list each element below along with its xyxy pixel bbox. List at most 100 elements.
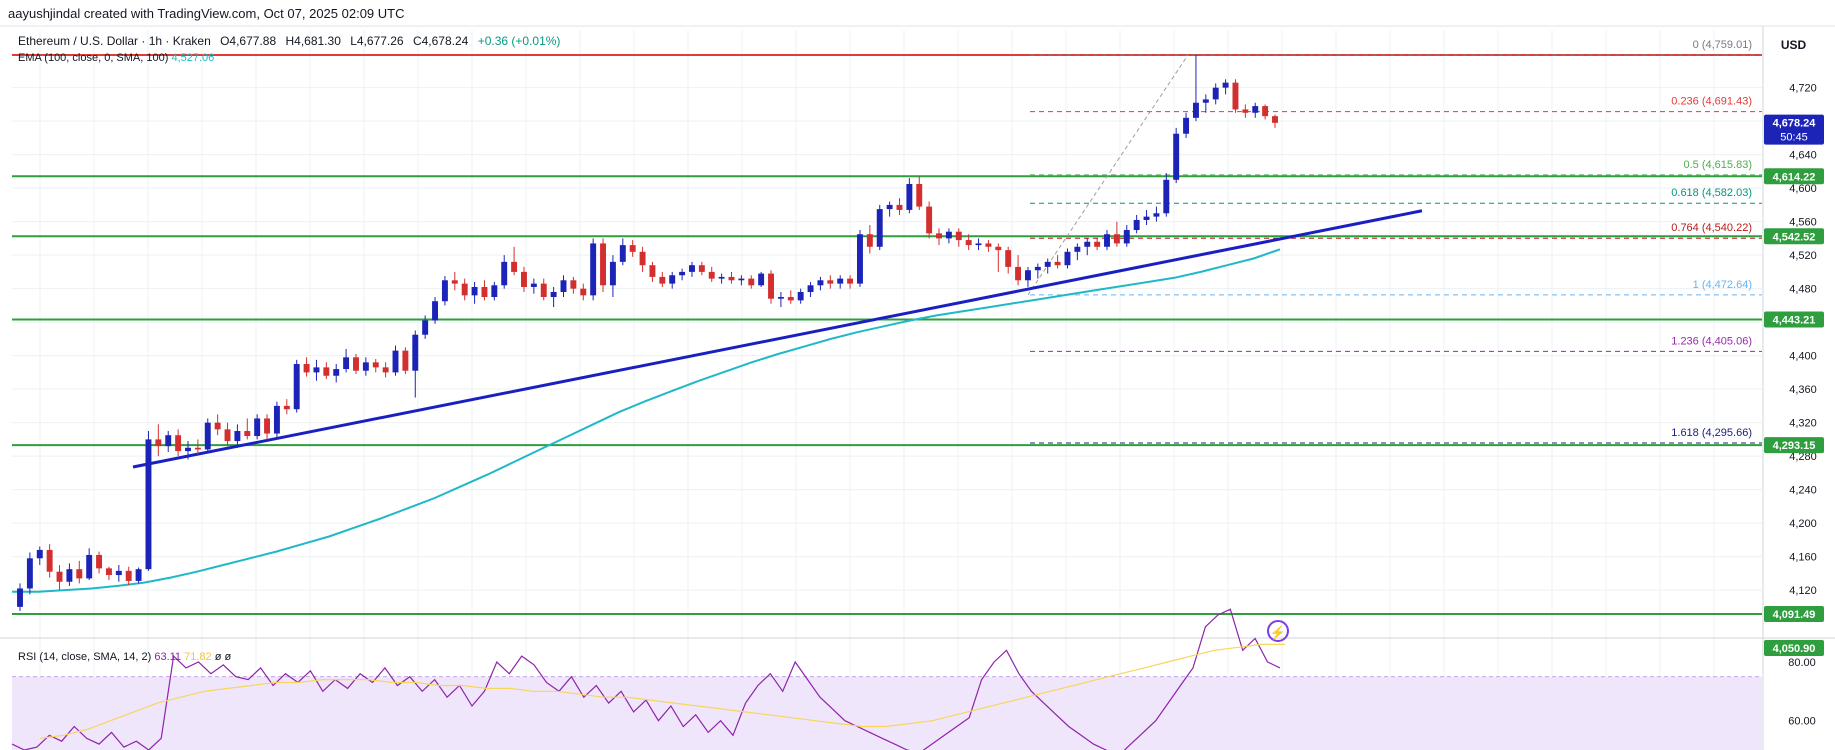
price-tick-label: 4,480 — [1789, 284, 1817, 296]
lightning-icon[interactable]: ⚡ — [1267, 620, 1289, 642]
price-tick-label: 4,360 — [1789, 384, 1817, 396]
support-resistance-lines — [12, 54, 1762, 615]
price-label-text: 4,678.24 — [1773, 118, 1817, 130]
candle-body — [629, 245, 636, 252]
price-tick-label: 4,520 — [1789, 250, 1817, 262]
candle-body — [66, 569, 73, 582]
rsi-tick-label: 60.00 — [1788, 716, 1816, 728]
candle-body — [26, 558, 33, 589]
candle-body — [1232, 82, 1239, 110]
candle-body — [797, 292, 804, 301]
candle-body — [441, 280, 448, 302]
candle-body — [412, 334, 419, 371]
candle-body — [600, 243, 606, 286]
candle-body — [1202, 99, 1209, 103]
candle-body — [96, 554, 103, 569]
rsi-label: RSI (14, close, SMA, 14, 2) — [18, 651, 152, 663]
candle-body — [1212, 87, 1219, 100]
candle-body — [432, 301, 439, 321]
symbol-legend: Ethereum / U.S. Dollar · 1h · Kraken O4,… — [18, 34, 566, 48]
price-tick-label: 4,720 — [1789, 83, 1817, 95]
candle-body — [886, 204, 893, 210]
candle-body — [1143, 216, 1150, 220]
candle-body — [501, 261, 508, 286]
candle-body — [214, 422, 221, 430]
rsi-ma-line — [39, 643, 1285, 739]
candle-body — [1252, 106, 1259, 113]
candle-body — [649, 265, 656, 277]
candle-body — [46, 549, 53, 572]
candle-body — [1163, 179, 1170, 214]
candle-body — [619, 245, 626, 262]
candle-body — [827, 280, 834, 284]
rsi-ma-value: 71.82 — [184, 651, 212, 663]
candle-body — [185, 447, 191, 452]
candle-body — [1123, 230, 1130, 244]
candle-body — [323, 367, 330, 376]
candle-body — [679, 271, 686, 276]
candle-body — [945, 231, 952, 239]
candle-body — [135, 569, 142, 581]
ema-legend[interactable]: EMA (100, close, 0, SMA, 100) 4,527.06 — [18, 52, 214, 64]
candle-body — [847, 278, 854, 284]
candle-body — [155, 439, 162, 447]
candle-body — [481, 286, 488, 298]
candle-body — [985, 243, 992, 247]
candle-body — [36, 549, 43, 559]
candle-body — [264, 418, 271, 434]
chart-attribution: aayushjindal created with TradingView.co… — [8, 6, 405, 21]
price-label-text: 4,542.52 — [1773, 231, 1816, 243]
candle-body — [965, 240, 972, 246]
rsi-band — [12, 676, 1762, 750]
price-tick-label: 4,600 — [1789, 183, 1817, 195]
candle-body — [76, 569, 83, 579]
currency-label[interactable]: USD — [1780, 38, 1807, 52]
candle-body — [995, 246, 1002, 251]
candle-body — [837, 278, 844, 284]
candle-body — [313, 367, 320, 373]
price-label-text: 4,293.15 — [1773, 440, 1816, 452]
rsi-legend[interactable]: RSI (14, close, SMA, 14, 2) 63.11 71.82 … — [18, 651, 231, 663]
countdown-label: 50:45 — [1780, 132, 1808, 144]
candle-body — [1153, 213, 1160, 217]
fib-level-label: 1.236 (4,405.06) — [1671, 335, 1752, 347]
candle-body — [570, 280, 577, 289]
ohlc-low: L4,677.26 — [350, 34, 404, 48]
candle-body — [1074, 246, 1081, 252]
ohlc-close: C4,678.24 — [412, 34, 469, 48]
candle-body — [1094, 241, 1101, 247]
candle-body — [105, 568, 112, 576]
candle-body — [866, 234, 873, 247]
price-tick-label: 4,160 — [1789, 552, 1817, 564]
symbol-title[interactable]: Ethereum / U.S. Dollar · 1h · Kraken — [18, 34, 211, 48]
price-label-text: 4,443.21 — [1773, 314, 1816, 326]
fibonacci-retracement: 0 (4,759.01) 0.236 (4,691.43) 0.5 (4,615.8… — [1027, 39, 1762, 444]
ohlc-change: +0.36 (+0.01%) — [477, 34, 561, 48]
candle-body — [1104, 234, 1110, 247]
price-tick-label: 4,120 — [1789, 585, 1817, 597]
candle-body — [491, 285, 498, 298]
candle-body — [1113, 234, 1120, 244]
candle-body — [461, 283, 468, 296]
candle-body — [392, 350, 399, 373]
fib-level-label: 1.618 (4,295.66) — [1671, 427, 1752, 439]
candle-body — [244, 431, 251, 437]
candle-body — [718, 276, 725, 279]
price-tick-label: 4,640 — [1789, 150, 1817, 162]
candle-body — [639, 251, 646, 266]
fib-level-label: 1 (4,472.64) — [1693, 279, 1752, 291]
candle-body — [511, 261, 518, 272]
candle-body — [145, 439, 152, 570]
candle-body — [1054, 261, 1061, 266]
price-label-box — [1764, 639, 1824, 656]
candle-body — [975, 243, 982, 246]
candles — [17, 55, 1278, 612]
trendline — [132, 209, 1423, 469]
candle-body — [906, 183, 913, 210]
candle-body — [283, 405, 290, 410]
candle-body — [451, 280, 458, 284]
candle-body — [125, 570, 132, 581]
candle-body — [372, 362, 379, 368]
ema-series-line — [12, 248, 1281, 593]
